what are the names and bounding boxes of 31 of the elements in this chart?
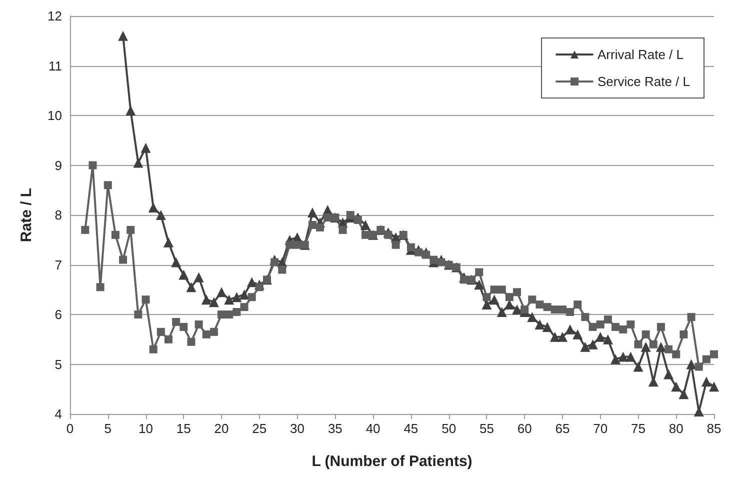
y-tick-label: 10 <box>48 108 62 123</box>
x-tick-label: 25 <box>252 421 267 436</box>
x-tick-label: 30 <box>290 421 305 436</box>
y-tick-label: 6 <box>54 307 62 322</box>
x-tick-label: 0 <box>66 421 74 436</box>
x-tick-label: 35 <box>328 421 342 436</box>
x-tick-label: 5 <box>104 421 112 436</box>
x-tick-label: 15 <box>176 421 191 436</box>
x-tick-label: 80 <box>668 421 684 436</box>
legend-label: Service Rate / L <box>598 74 690 89</box>
y-tick-label: 8 <box>54 208 62 222</box>
y-tick-label: 4 <box>54 406 62 422</box>
x-tick-label: 60 <box>517 421 532 436</box>
x-tick-label: 45 <box>404 421 418 436</box>
x-tick-label: 70 <box>593 421 608 436</box>
x-axis-title: L (Number of Patients) <box>312 453 472 470</box>
y-tick-label: 7 <box>54 257 62 272</box>
x-tick-label: 85 <box>706 421 722 436</box>
x-tick-label: 55 <box>479 421 494 436</box>
x-tick-label: 50 <box>442 421 456 436</box>
x-tick-label: 75 <box>631 421 646 436</box>
y-tick-label: 5 <box>54 356 62 372</box>
x-tick-label: 65 <box>555 421 570 436</box>
x-tick-label: 40 <box>366 421 380 436</box>
x-tick-label: 20 <box>214 421 229 436</box>
x-tick-label: 10 <box>138 421 153 436</box>
y-tick-label: 12 <box>48 8 62 24</box>
y-tick-label: 9 <box>54 158 62 173</box>
y-tick-label: 11 <box>48 58 62 74</box>
y-axis-title: Rate / L <box>18 188 35 242</box>
legend-label: Arrival Rate / L <box>598 47 684 62</box>
